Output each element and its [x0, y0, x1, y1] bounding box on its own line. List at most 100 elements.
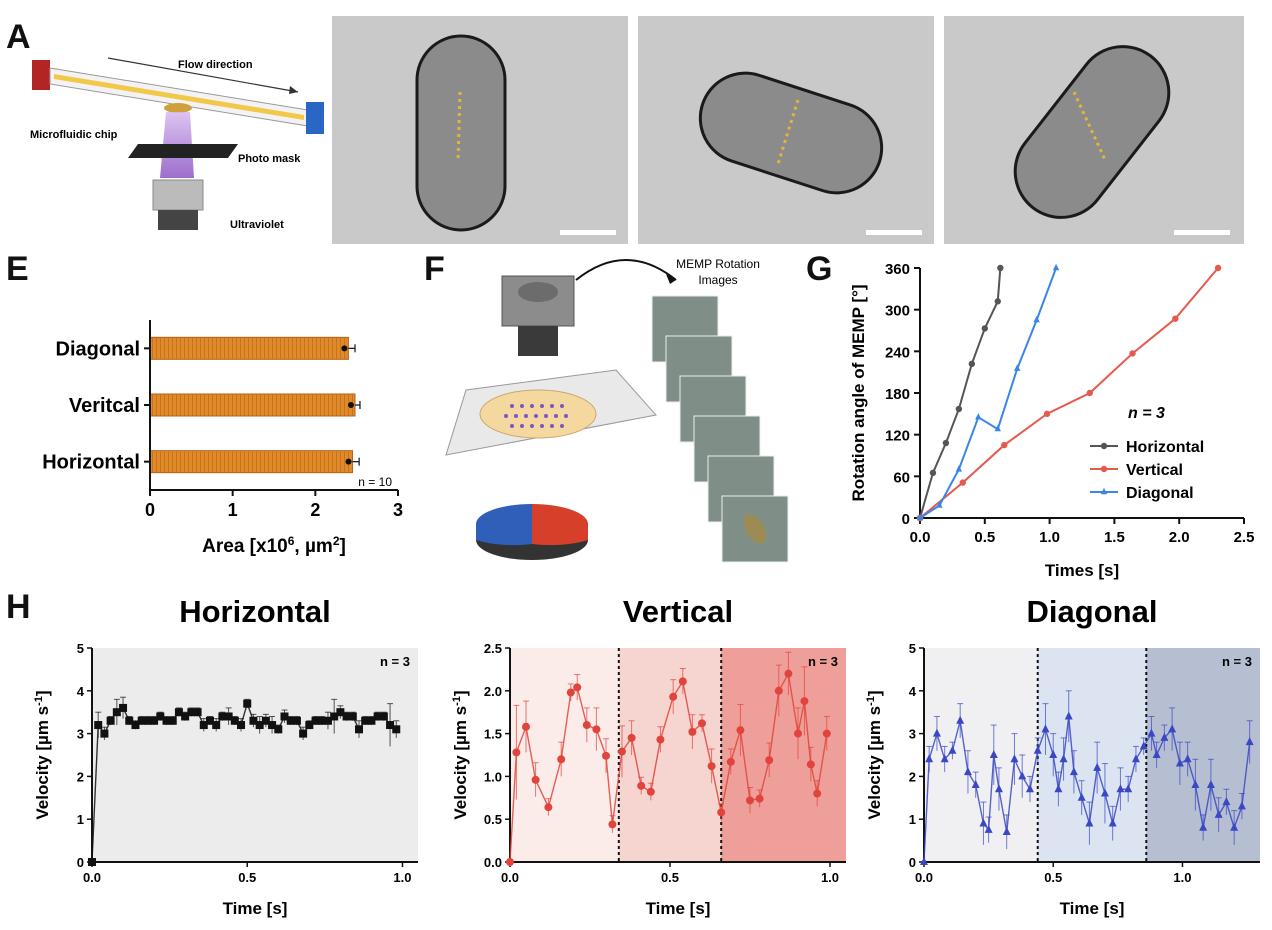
camera-lens [518, 326, 558, 356]
g-point [994, 424, 1001, 432]
h2-point [602, 751, 610, 760]
h2-point [522, 722, 530, 731]
label-memp-rotation-images: MEMP Rotation Images [676, 257, 760, 287]
h2-point [566, 688, 575, 697]
h3-x-axis-label: Time [s] [1060, 899, 1125, 918]
micrograph-d-svg [1013, 45, 1230, 235]
h2-point [717, 808, 726, 817]
h1-annotation: n = 3 [380, 654, 410, 669]
membrane-particle-c [698, 71, 884, 195]
g-point [936, 501, 943, 508]
h1-point [261, 716, 270, 725]
h3-point [1108, 818, 1117, 827]
e-bar [149, 393, 356, 417]
g-ytick-label: 120 [885, 428, 910, 445]
h3-y-axis-label-part: ] [865, 690, 884, 696]
h1-x-axis-label: Time [s] [223, 899, 288, 918]
h1-point [361, 716, 370, 725]
h2-xtick-label: 1.0 [821, 870, 839, 885]
h1-point [249, 716, 258, 725]
lens [164, 103, 192, 113]
h3-ytick-label: 0 [909, 855, 916, 870]
h3-point [1199, 822, 1208, 831]
panel-letter-h: H [6, 588, 31, 626]
g-point [955, 405, 963, 413]
particle-array [504, 404, 568, 428]
h1-point [156, 712, 165, 721]
h2-point [512, 748, 521, 757]
h3-point [1077, 792, 1086, 801]
h2-title: Vertical [623, 594, 733, 629]
h2-point [784, 669, 793, 678]
e-x-axis-label: Area [x106, µm2] [202, 534, 346, 557]
h1-point [373, 712, 382, 721]
h2-point [774, 686, 783, 695]
h2-point [806, 760, 815, 769]
h1-point [212, 721, 221, 730]
g-point [1086, 389, 1093, 397]
g-point [1043, 410, 1051, 418]
h2-point [736, 726, 745, 735]
h3-annotation: n = 3 [1222, 654, 1252, 669]
h1-xtick-label: 0.5 [238, 870, 256, 885]
h2-point [755, 794, 764, 803]
h2-point [582, 721, 591, 730]
scale-bar-b [560, 230, 616, 235]
h3-title: Diagonal [1027, 594, 1158, 629]
h2-point [746, 796, 754, 805]
micrograph-c-svg [698, 71, 922, 235]
h3-ytick-label: 1 [909, 812, 916, 827]
g-point [1129, 350, 1136, 357]
e-x-axis-label-part: , µm [294, 536, 332, 557]
h1-point [100, 729, 109, 738]
h1-point [168, 716, 177, 725]
e-x-axis-label-part: 2 [333, 534, 340, 548]
g-legend-label: Diagonal [1126, 485, 1194, 502]
chart-g: 0 60 120 180 240 300 360 0.0 0.5 1.0 1.5 2.0 2.5 n = … [849, 261, 1255, 580]
h3-series-line [923, 716, 1251, 863]
g-point [1172, 315, 1179, 322]
camera-top [518, 282, 558, 302]
h1-y-axis-label-part: ] [33, 690, 52, 696]
h2-point [726, 757, 735, 766]
h3-point [1237, 801, 1246, 810]
h3-ytick-label: 5 [909, 641, 916, 656]
label-ultraviolet: Ultraviolet [230, 219, 284, 231]
g-xtick-label: 0.5 [974, 529, 995, 546]
h2-point [813, 789, 822, 798]
h3-point [1139, 741, 1148, 750]
g-legend-marker [1100, 465, 1108, 473]
h1-point [137, 716, 146, 725]
g-point [994, 298, 1001, 305]
h1-point [125, 716, 134, 725]
uv-source-body [152, 179, 204, 211]
h2-point [656, 735, 665, 744]
e-point [345, 458, 352, 465]
h1-point [193, 708, 202, 717]
h1-point [379, 712, 388, 721]
e-point [348, 402, 355, 408]
h3-point [1183, 754, 1192, 763]
h3-y-axis-label-part: -1 [865, 696, 877, 706]
g-point [1014, 364, 1021, 371]
g-ytick-label: 240 [885, 344, 910, 361]
h2-y-axis-label-part: ] [451, 690, 470, 696]
h1-ytick-label: 3 [77, 727, 84, 742]
h3-point [956, 715, 965, 724]
h1-point [299, 729, 308, 738]
h3-point [925, 754, 934, 763]
label-microfluidic-chip: Microfluidic chip [30, 129, 118, 141]
h1-point [205, 716, 214, 725]
h3-point [1222, 797, 1231, 806]
micrograph-c [638, 16, 934, 244]
g-point [968, 360, 976, 368]
g-legend-label: Vertical [1126, 462, 1183, 479]
h2-point [688, 727, 697, 736]
g-xtick-label: 2.5 [1234, 529, 1255, 546]
h1-ytick-label: 1 [77, 812, 84, 827]
membrane-particle-b [415, 34, 507, 232]
h3-ytick-label: 4 [909, 684, 917, 699]
h3-point [1002, 827, 1011, 836]
label-flow-direction: Flow direction [178, 59, 253, 71]
e-point [341, 345, 348, 352]
